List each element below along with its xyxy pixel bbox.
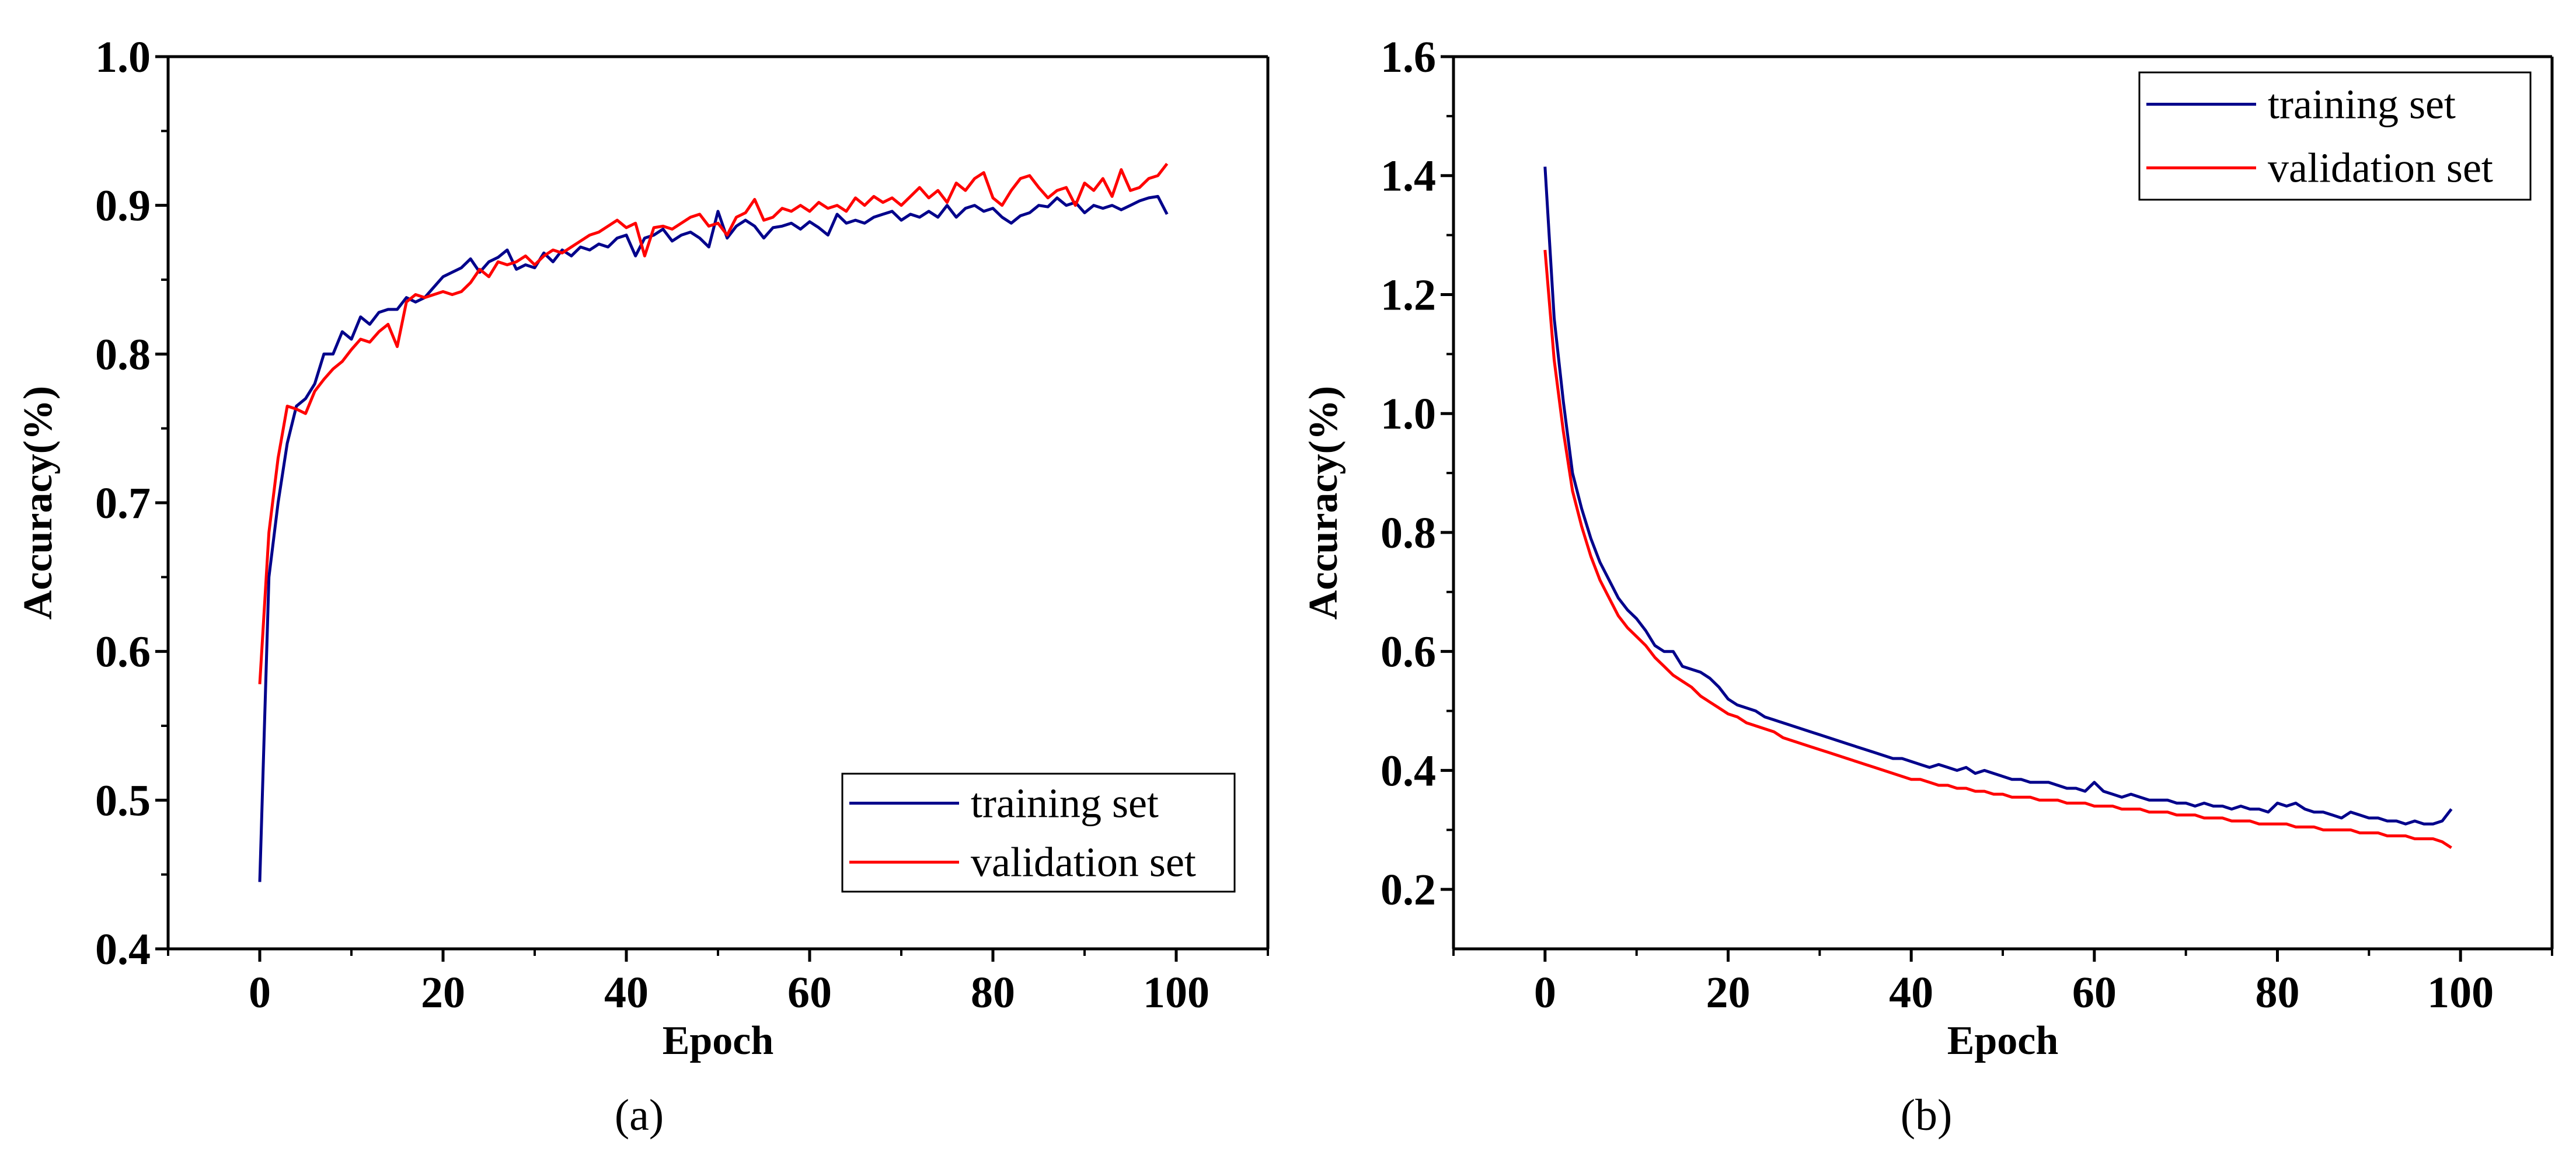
y-tick-label: 0.5 bbox=[95, 776, 151, 825]
y-tick-label: 0.4 bbox=[95, 925, 151, 974]
x-tick-label: 80 bbox=[971, 968, 1015, 1017]
y-tick-label: 0.9 bbox=[95, 182, 151, 231]
x-tick-label: 20 bbox=[421, 968, 465, 1017]
x-tick-label: 40 bbox=[604, 968, 649, 1017]
x-tick-label: 40 bbox=[1889, 968, 1933, 1017]
x-tick-label: 60 bbox=[2072, 968, 2117, 1017]
x-tick-label: 60 bbox=[787, 968, 832, 1017]
legend-entry-label: validation set bbox=[971, 839, 1196, 886]
y-tick-label: 0.6 bbox=[95, 628, 151, 677]
x-tick-label: 100 bbox=[2427, 968, 2494, 1017]
y-tick-label: 1.6 bbox=[1381, 33, 1436, 82]
y-tick-label: 0.6 bbox=[1381, 628, 1436, 677]
y-tick-label: 0.7 bbox=[95, 479, 151, 528]
legend: training set validation set bbox=[841, 773, 1236, 893]
x-tick-label: 0 bbox=[1534, 968, 1556, 1017]
y-tick-label: 1.0 bbox=[1381, 389, 1436, 439]
y-tick-label: 1.0 bbox=[95, 33, 151, 82]
panel-caption: (b) bbox=[1901, 1091, 1953, 1140]
legend-box bbox=[841, 773, 1236, 893]
legend-entry-label: validation set bbox=[2268, 145, 2493, 192]
x-axis-label: Epoch bbox=[1947, 1018, 2059, 1063]
y-tick-label: 1.2 bbox=[1381, 270, 1436, 319]
series-line-validation-set bbox=[1543, 249, 2452, 849]
panel-caption: (a) bbox=[615, 1091, 664, 1140]
x-tick-label: 80 bbox=[2256, 968, 2300, 1017]
y-axis-label: Accuracy(%) bbox=[1301, 386, 1346, 620]
legend-box bbox=[2138, 71, 2532, 201]
y-axis-label: Accuracy(%) bbox=[16, 386, 61, 620]
x-tick-label: 0 bbox=[249, 968, 271, 1017]
x-tick-label: 20 bbox=[1706, 968, 1751, 1017]
y-tick-label: 1.4 bbox=[1381, 152, 1436, 201]
legend-entry-label: training set bbox=[2268, 81, 2456, 128]
chart-panel-b: 0.2 0.4 0.6 0.8 1.0 1.2 1.4 1.6 0 20 40 60 80 100 Epoc… bbox=[1301, 33, 2554, 1140]
y-tick-label: 0.4 bbox=[1381, 746, 1436, 795]
x-tick-label: 100 bbox=[1143, 968, 1209, 1017]
y-tick-label: 0.8 bbox=[95, 330, 151, 379]
chart-panel-a: 0.4 0.5 0.6 0.7 0.8 0.9 1.0 0 20 40 60 80 100 Epoch Ac… bbox=[16, 33, 1270, 1140]
y-tick-label: 0.2 bbox=[1381, 865, 1436, 914]
series-line-training-set bbox=[1543, 166, 2453, 826]
series-line-validation-set bbox=[258, 162, 1169, 684]
x-axis-label: Epoch bbox=[663, 1018, 774, 1063]
y-tick-label: 0.8 bbox=[1381, 509, 1436, 558]
legend-entry-label: training set bbox=[971, 780, 1159, 827]
legend: training set validation set bbox=[2138, 71, 2532, 201]
